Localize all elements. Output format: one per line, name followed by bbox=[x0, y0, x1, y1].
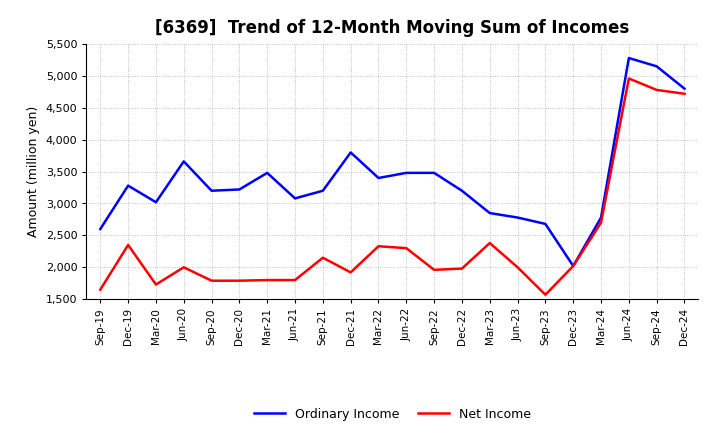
Title: [6369]  Trend of 12-Month Moving Sum of Incomes: [6369] Trend of 12-Month Moving Sum of I… bbox=[156, 19, 629, 37]
Ordinary Income bbox=[374, 175, 383, 180]
Net Income bbox=[346, 270, 355, 275]
Net Income bbox=[430, 267, 438, 272]
Ordinary Income bbox=[152, 200, 161, 205]
Net Income bbox=[541, 292, 550, 297]
Ordinary Income bbox=[346, 150, 355, 155]
Net Income bbox=[513, 265, 522, 270]
Net Income bbox=[597, 220, 606, 225]
Ordinary Income bbox=[624, 55, 633, 61]
Ordinary Income bbox=[318, 188, 327, 193]
Ordinary Income bbox=[513, 215, 522, 220]
Ordinary Income bbox=[680, 86, 689, 91]
Ordinary Income bbox=[597, 215, 606, 220]
Net Income bbox=[374, 244, 383, 249]
Net Income bbox=[179, 265, 188, 270]
Net Income bbox=[569, 264, 577, 269]
Net Income bbox=[124, 242, 132, 248]
Ordinary Income bbox=[458, 188, 467, 193]
Ordinary Income bbox=[430, 170, 438, 176]
Net Income bbox=[624, 76, 633, 81]
Line: Ordinary Income: Ordinary Income bbox=[100, 58, 685, 266]
Net Income bbox=[152, 282, 161, 287]
Net Income bbox=[263, 278, 271, 283]
Ordinary Income bbox=[235, 187, 243, 192]
Ordinary Income bbox=[541, 221, 550, 227]
Ordinary Income bbox=[291, 196, 300, 201]
Net Income bbox=[318, 255, 327, 260]
Net Income bbox=[652, 87, 661, 92]
Ordinary Income bbox=[569, 264, 577, 269]
Ordinary Income bbox=[207, 188, 216, 193]
Ordinary Income bbox=[96, 226, 104, 231]
Y-axis label: Amount (million yen): Amount (million yen) bbox=[27, 106, 40, 237]
Net Income bbox=[207, 278, 216, 283]
Ordinary Income bbox=[263, 170, 271, 176]
Line: Net Income: Net Income bbox=[100, 78, 685, 295]
Net Income bbox=[402, 246, 410, 251]
Legend: Ordinary Income, Net Income: Ordinary Income, Net Income bbox=[248, 403, 536, 425]
Ordinary Income bbox=[124, 183, 132, 188]
Ordinary Income bbox=[402, 170, 410, 176]
Net Income bbox=[680, 91, 689, 96]
Ordinary Income bbox=[652, 64, 661, 69]
Ordinary Income bbox=[485, 210, 494, 216]
Ordinary Income bbox=[179, 159, 188, 164]
Net Income bbox=[291, 278, 300, 283]
Net Income bbox=[96, 287, 104, 292]
Net Income bbox=[485, 240, 494, 246]
Net Income bbox=[235, 278, 243, 283]
Net Income bbox=[458, 266, 467, 271]
